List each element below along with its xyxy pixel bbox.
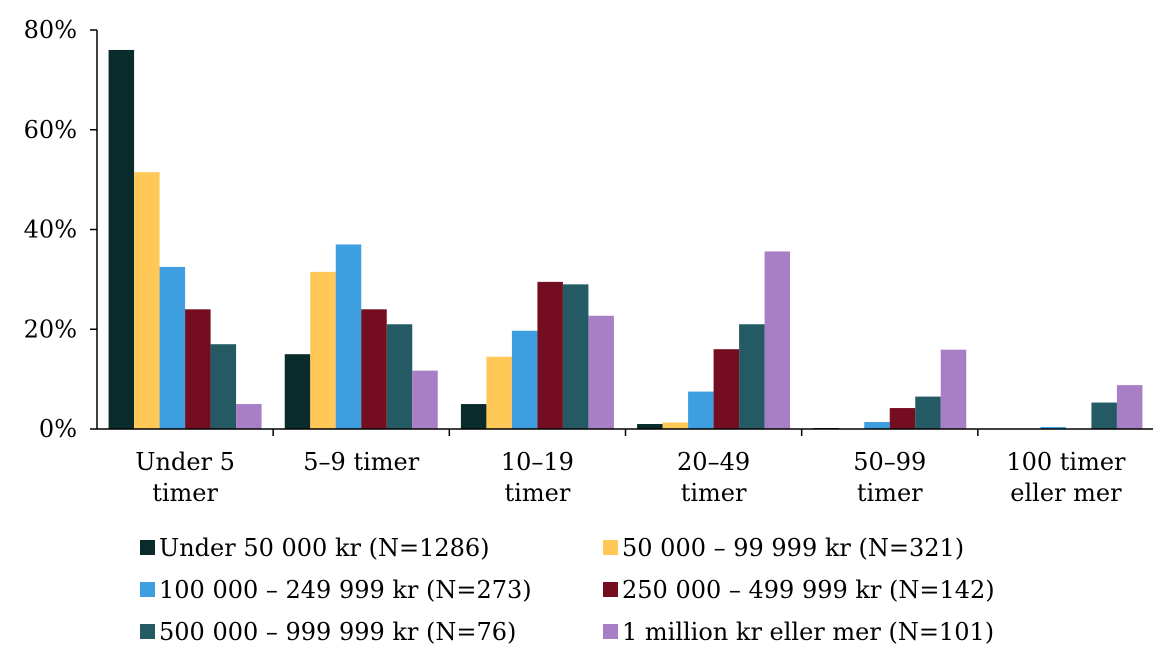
legend-swatch [603,540,618,555]
y-tick-label: 20% [24,315,77,343]
bar [663,423,689,429]
x-category-label: timer [152,479,218,507]
x-category-label: 10–19 [501,448,574,476]
bar [109,50,135,429]
bar [211,344,237,429]
bar [688,392,714,429]
bar [160,267,186,429]
bars [109,50,1143,429]
legend-label: 1 million kr eller mer (N=101) [622,618,994,646]
legend-swatch [603,582,618,597]
bar [461,404,487,429]
bar [412,371,438,429]
bar [537,282,563,429]
x-category-label: 100 timer [1006,448,1126,476]
bar [765,251,791,429]
y-tick-label: 60% [24,116,77,144]
y-axis: 0% 20% 40% 60% 80% [24,16,97,443]
bar [236,404,261,429]
legend-label: Under 50 000 kr (N=1286) [159,534,490,562]
legend-label: 250 000 – 499 999 kr (N=142) [622,576,995,604]
bar [387,324,413,429]
bar [134,172,160,429]
x-category-label: 50–99 [853,448,926,476]
y-tick-label: 40% [24,216,77,244]
bar [285,354,311,429]
x-category-label: 5–9 timer [303,448,419,476]
bar [864,422,890,429]
bar [739,324,765,429]
bar [714,349,740,429]
bar [185,309,211,429]
bar [336,244,362,429]
legend-label: 500 000 – 999 999 kr (N=76) [159,618,516,646]
x-category-label: eller mer [1010,479,1122,507]
x-category-label: timer [505,479,571,507]
bar [310,272,336,429]
bar [512,331,537,429]
bar [1091,403,1117,429]
bar [588,316,614,429]
legend-label: 100 000 – 249 999 kr (N=273) [159,576,532,604]
bar [1117,385,1143,429]
legend-swatch [140,624,155,639]
bar [941,350,967,429]
bar [890,408,916,429]
y-tick-label: 80% [24,16,77,44]
x-category-label: timer [857,479,923,507]
bar [915,397,941,429]
legend-swatch [603,624,618,639]
bar [563,284,589,429]
y-tick-label: 0% [39,415,77,443]
x-category-label: Under 5 [135,448,235,476]
legend-swatch [140,582,155,597]
legend-swatch [140,540,155,555]
legend: Under 50 000 kr (N=1286) 50 000 – 99 999 … [140,534,995,646]
bar [486,357,512,429]
x-category-label: timer [681,479,747,507]
bar [361,309,387,429]
x-category-label: 20–49 [677,448,750,476]
x-axis: Under 5 timer 5–9 timer 10–19 timer 20–49 time… [97,429,1153,507]
legend-label: 50 000 – 99 999 kr (N=321) [622,534,964,562]
